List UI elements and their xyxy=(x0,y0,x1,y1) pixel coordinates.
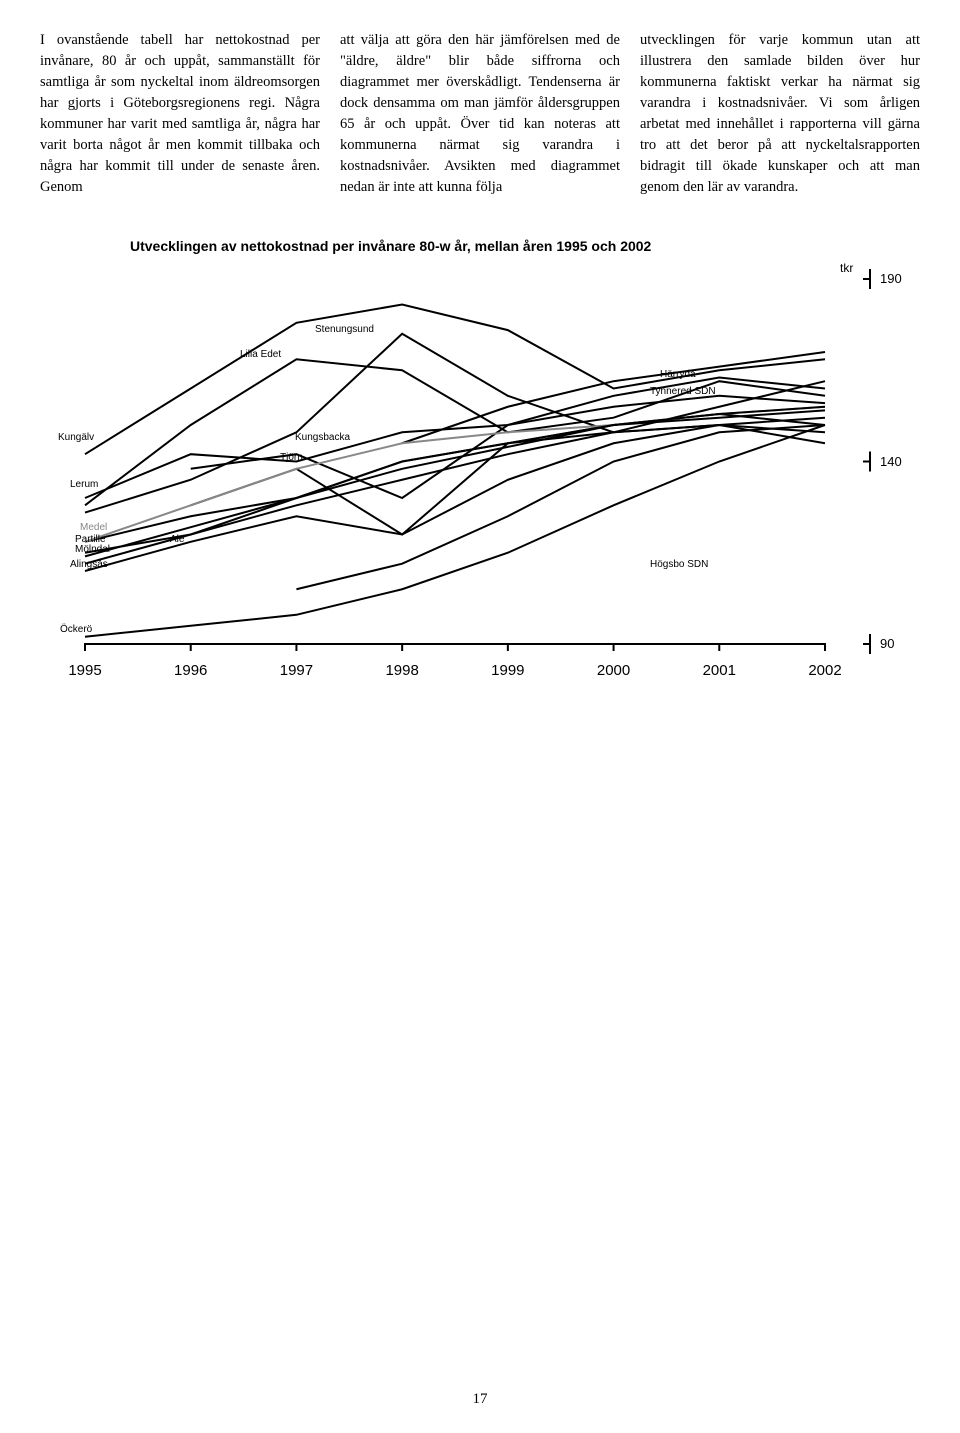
x-tick-label: 2001 xyxy=(703,662,736,679)
series-line xyxy=(85,425,825,542)
col-2: att välja att göra den här jämförelsen m… xyxy=(340,30,620,198)
x-tick-label: 1997 xyxy=(280,662,313,679)
y-tick-label: 140 xyxy=(880,454,902,469)
series-label: Lilla Edet xyxy=(240,349,281,360)
series-label: Alingsås xyxy=(70,559,108,570)
y-unit-label: tkr xyxy=(840,261,853,275)
series-label: Stenungsund xyxy=(315,324,374,335)
series-line xyxy=(85,359,825,505)
series-line xyxy=(85,425,825,571)
x-axis xyxy=(85,644,825,651)
x-tick-label: 1999 xyxy=(491,662,524,679)
col-3: utvecklingen för varje kommun utan att i… xyxy=(640,30,920,198)
series-label: Ale xyxy=(170,534,184,545)
series-label: Mölndal xyxy=(75,544,110,555)
chart-title: Utvecklingen av nettokostnad per invånar… xyxy=(130,238,920,254)
x-tick-label: 1995 xyxy=(68,662,101,679)
body-text-columns: I ovanstående tabell har nettokostnad pe… xyxy=(40,30,920,198)
x-tick-label: 2000 xyxy=(597,662,630,679)
y-axis-segment xyxy=(863,634,870,654)
series-line xyxy=(85,425,825,637)
series-label: Lerum xyxy=(70,479,98,490)
series-line xyxy=(85,407,825,542)
y-axis-segment xyxy=(863,452,870,472)
page-number: 17 xyxy=(473,1391,488,1408)
y-tick-label: 90 xyxy=(880,636,894,651)
y-tick-label: 190 xyxy=(880,271,902,286)
series-label: Öckerö xyxy=(60,624,92,635)
chart-svg xyxy=(40,264,920,704)
series-label: Kungsbacka xyxy=(295,432,350,443)
line-chart: tkr 90 140 190 1995 1996 1997 1998 1999 2000 2001 2… xyxy=(40,264,920,704)
x-tick-label: 1996 xyxy=(174,662,207,679)
x-tick-label: 1998 xyxy=(385,662,418,679)
series-label: Tjörn xyxy=(280,452,303,463)
series-label: Tynnered SDN xyxy=(650,386,716,397)
series-label: Medel xyxy=(80,522,107,533)
series-label: Kungälv xyxy=(58,432,94,443)
series-label: Högsbo SDN xyxy=(650,559,708,570)
series-label: Härryda xyxy=(660,369,696,380)
col-1: I ovanstående tabell har nettokostnad pe… xyxy=(40,30,320,198)
series-line xyxy=(85,334,825,513)
y-axis-segment xyxy=(863,269,870,289)
x-tick-label: 2002 xyxy=(808,662,841,679)
series-line xyxy=(85,396,825,498)
